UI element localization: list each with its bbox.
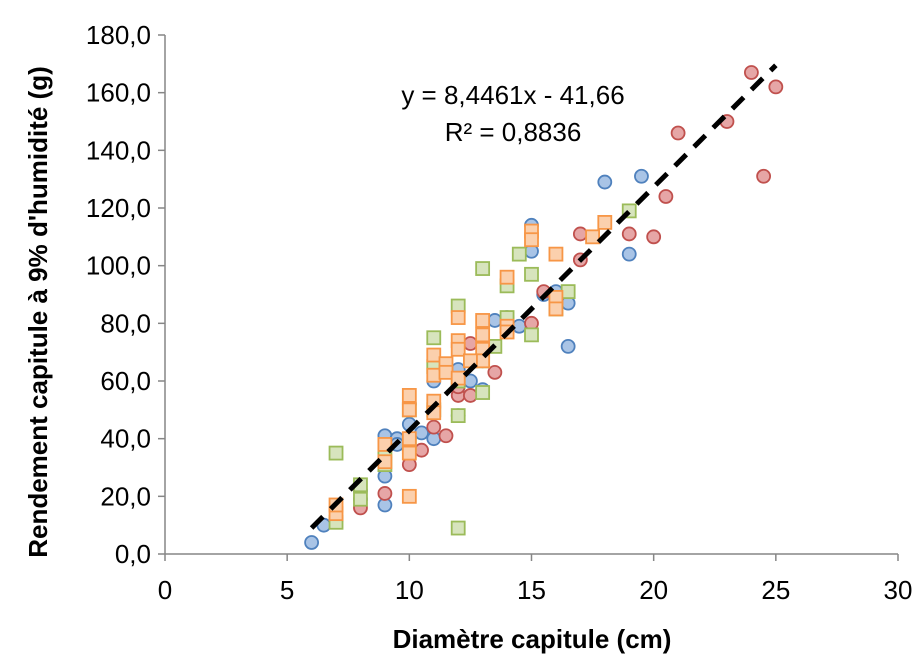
data-point-circle (463, 336, 478, 351)
data-point-square (450, 408, 466, 424)
data-point-square (328, 445, 344, 461)
data-point-square (426, 347, 442, 363)
data-point-circle (756, 168, 772, 184)
data-point-circle (304, 535, 320, 550)
y-tick-label: 40,0 (100, 424, 151, 454)
trendline-equation: y = 8,4461x - 41,66 (401, 80, 624, 110)
data-point-circle (634, 168, 649, 184)
data-point-circle (744, 65, 759, 80)
y-tick-label: 120,0 (86, 193, 151, 223)
y-ticks: 0,0 20,0 40,0 60,0 80,0 100,0 120,0 140,0 160,0 1… (86, 20, 165, 569)
data-point-square (377, 437, 393, 452)
x-tick-label: 30 (884, 575, 913, 605)
y-tick-label: 100,0 (86, 251, 151, 281)
data-point-square (475, 313, 491, 328)
y-axis-title: Rendement capitule à 9% d'humidité (g) (23, 66, 53, 558)
data-point-square (499, 269, 515, 285)
data-point-square (450, 370, 466, 386)
data-point-square (353, 491, 368, 507)
data-point-square (450, 310, 466, 325)
data-point-circle (597, 174, 613, 190)
y-tick-label: 180,0 (86, 20, 151, 50)
y-tick-label: 0,0 (115, 539, 151, 569)
axes: 0 5 10 15 20 25 30 0,0 20,0 40,0 60,0 80,0 100,0 120… (86, 20, 913, 605)
data-point-circle (414, 442, 429, 458)
data-point-square (511, 246, 527, 262)
data-point-square (548, 301, 564, 317)
data-point-square (426, 367, 442, 383)
data-point-square (560, 284, 576, 300)
data-point-square (524, 232, 539, 248)
y-tick-label: 140,0 (86, 135, 151, 165)
data-point-circle (438, 428, 454, 444)
data-points (304, 65, 784, 550)
data-point-circle (414, 425, 429, 441)
data-point-circle (658, 189, 674, 204)
data-point-circle (487, 364, 503, 380)
data-point-square (401, 388, 417, 403)
data-point-square (475, 385, 491, 400)
data-point-square (401, 445, 417, 461)
data-point-circle (511, 318, 527, 334)
x-tick-label: 0 (158, 575, 172, 605)
data-point-square (475, 261, 491, 276)
x-tick-label: 20 (639, 575, 668, 605)
trendline-r2: R² = 0,8836 (445, 117, 582, 147)
data-point-circle (560, 338, 576, 354)
data-point-circle (426, 419, 442, 435)
data-point-circle (572, 226, 588, 242)
data-point-circle (621, 246, 637, 262)
x-tick-label: 10 (395, 575, 424, 605)
x-tick-label: 25 (761, 575, 790, 605)
data-point-square (438, 364, 454, 380)
data-point-square (524, 266, 539, 282)
data-point-circle (768, 79, 784, 95)
data-point-square (401, 402, 417, 418)
y-tick-label: 20,0 (100, 481, 151, 511)
x-ticks: 0 5 10 15 20 25 30 (158, 554, 913, 605)
data-point-square (524, 327, 539, 343)
data-point-circle (463, 388, 478, 403)
x-tick-label: 15 (517, 575, 546, 605)
data-point-square (426, 330, 442, 346)
data-point-circle (621, 226, 637, 242)
data-point-circle (670, 125, 686, 141)
y-tick-label: 60,0 (100, 366, 151, 396)
data-point-circle (377, 486, 393, 501)
data-point-circle (646, 229, 662, 245)
y-tick-label: 160,0 (86, 78, 151, 108)
data-point-square (585, 229, 600, 245)
y-tick-label: 80,0 (100, 308, 151, 338)
data-point-square (450, 341, 466, 357)
data-point-square (450, 520, 466, 536)
data-point-circle (487, 313, 503, 328)
data-point-square (597, 215, 613, 230)
trendline (309, 63, 778, 530)
data-point-square (548, 246, 564, 262)
x-axis-title: Diamètre capitule (cm) (393, 624, 672, 654)
data-point-square (401, 488, 417, 504)
data-point-square (475, 327, 491, 343)
x-tick-label: 5 (280, 575, 294, 605)
